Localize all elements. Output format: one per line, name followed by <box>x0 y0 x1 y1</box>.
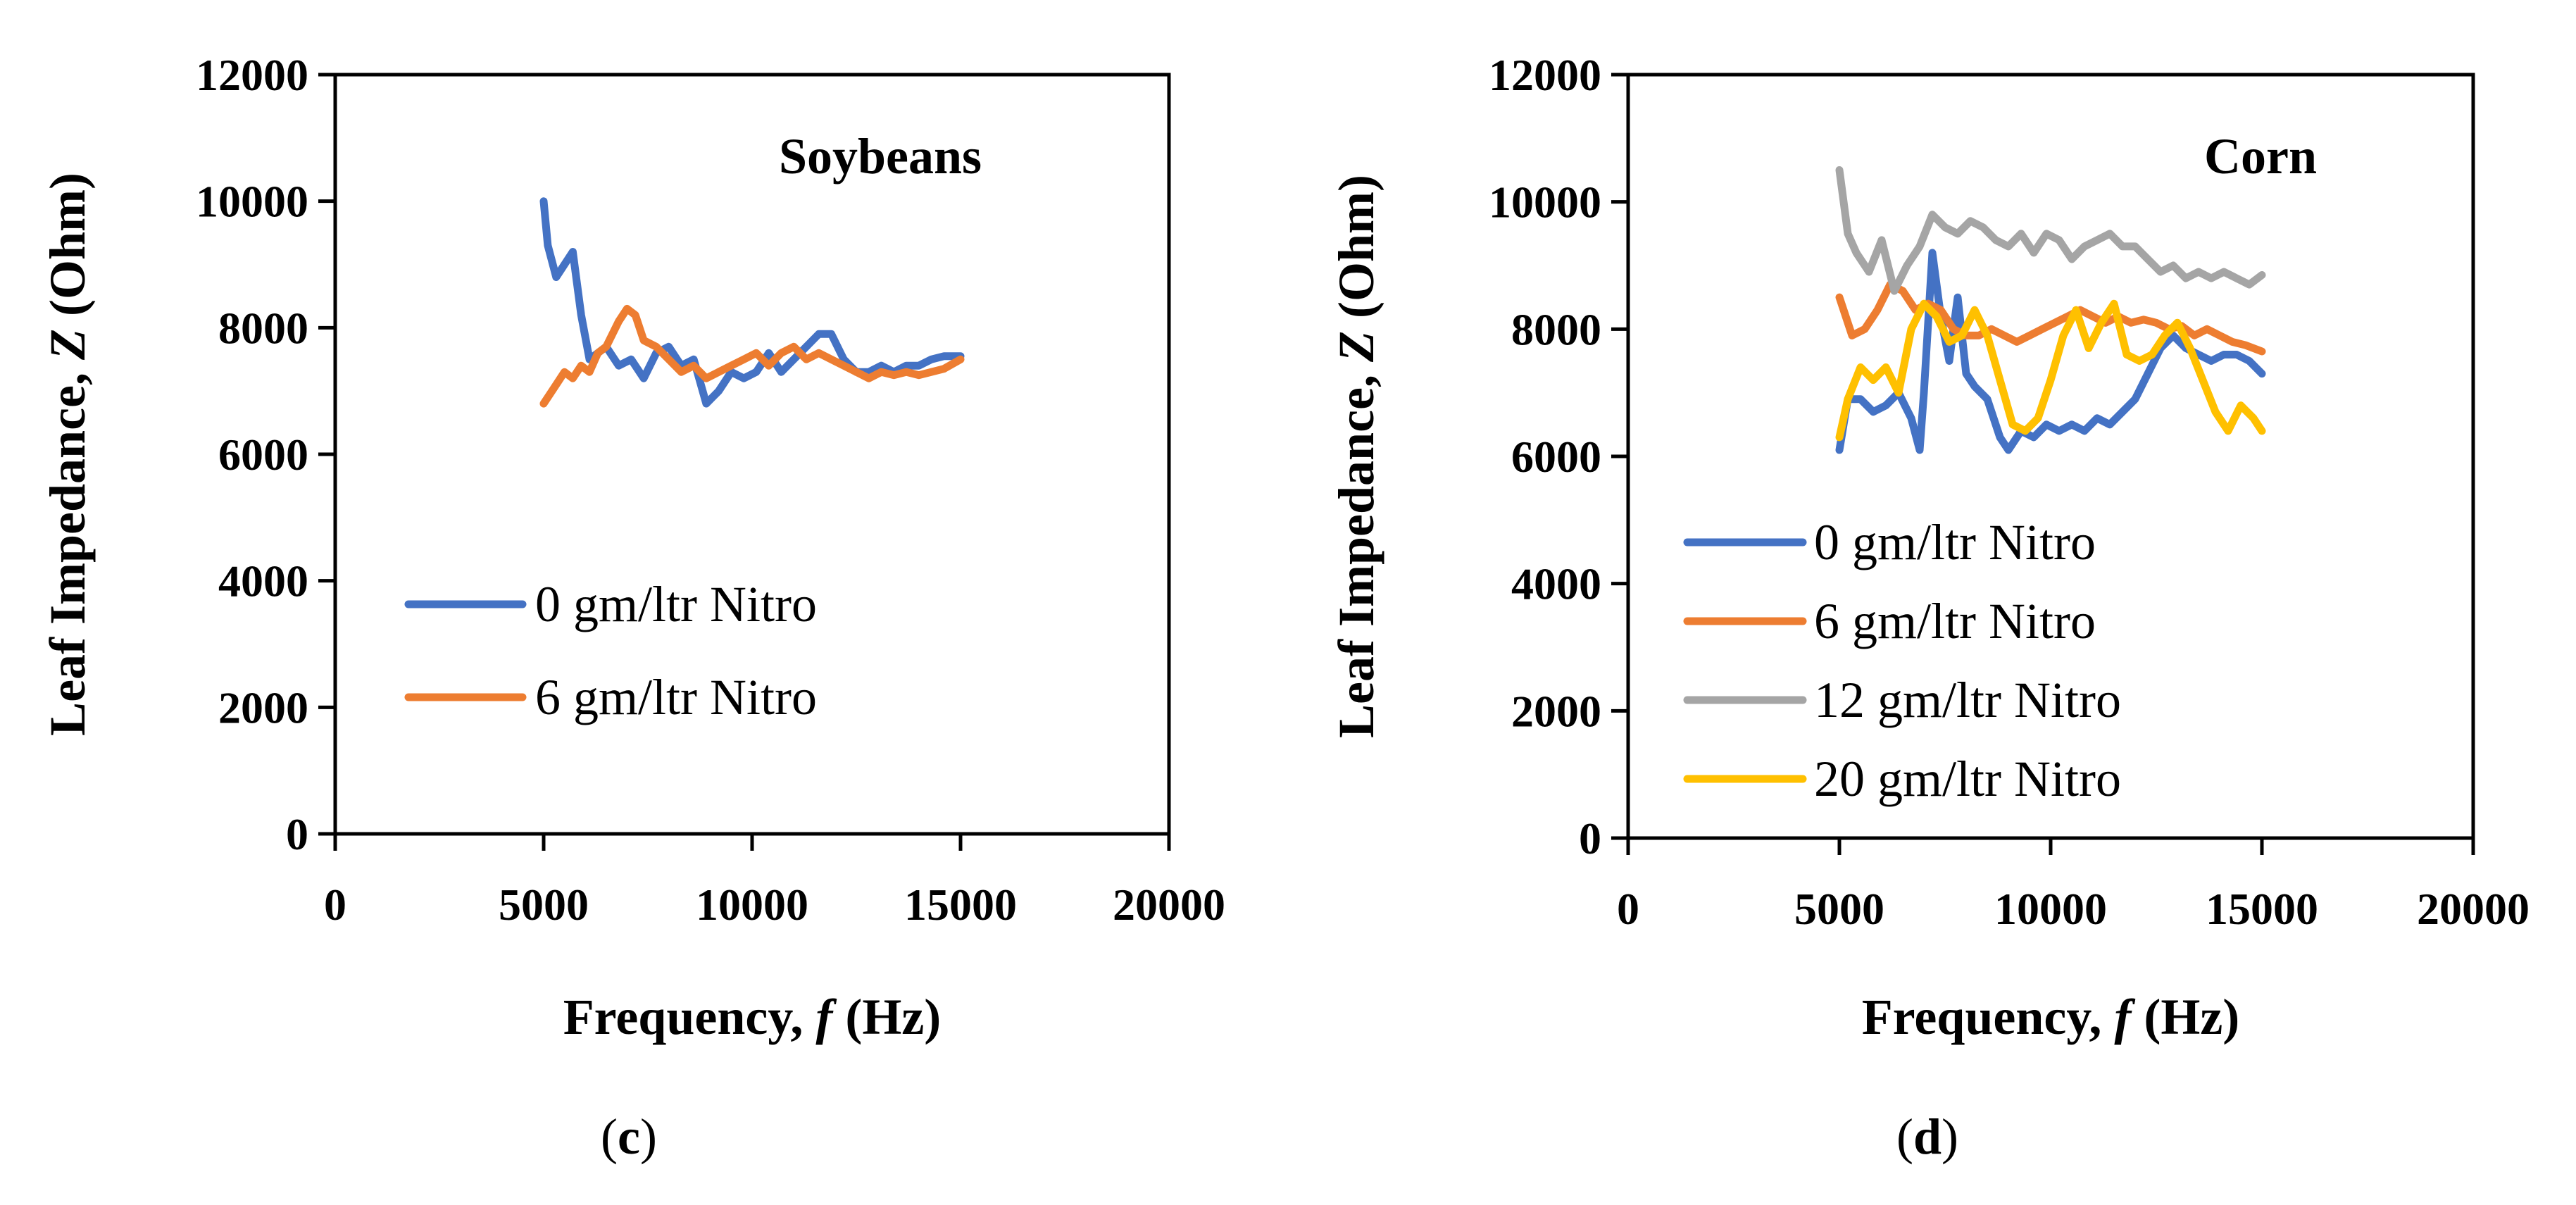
series-line-4 <box>1835 299 2266 442</box>
y-axis-title: Leaf Impedance, Z (Ohm) <box>1328 175 1384 738</box>
y-tick-label: 6000 <box>1511 432 1601 482</box>
panel-caption: (c) <box>601 1109 657 1165</box>
chart-title: Soybeans <box>779 128 982 185</box>
x-axis-title: Frequency, f (Hz) <box>563 989 942 1045</box>
legend-label: 20 gm/ltr Nitro <box>1814 751 2121 807</box>
y-tick-label: 8000 <box>1511 304 1601 354</box>
x-tick-label: 20000 <box>2417 884 2530 934</box>
y-tick-label: 6000 <box>218 430 308 480</box>
legend-label: 6 gm/ltr Nitro <box>1814 593 2096 649</box>
caption-close-paren: ) <box>640 1109 657 1165</box>
x-tick-label: 0 <box>1617 884 1639 934</box>
x-axis-title-unit: (Hz) <box>832 989 941 1045</box>
y-tick-label: 10000 <box>1489 177 1601 227</box>
legend-label: 12 gm/ltr Nitro <box>1814 672 2121 728</box>
y-tick-label: 8000 <box>218 303 308 353</box>
x-axis-title-unit: (Hz) <box>2131 989 2239 1045</box>
y-axis-title-unit: (Ohm) <box>39 173 96 329</box>
x-tick-label: 5000 <box>499 880 589 930</box>
y-tick-label: 0 <box>1579 813 1601 863</box>
x-tick-label: 15000 <box>904 880 1017 930</box>
x-tick-label: 10000 <box>1994 884 2107 934</box>
y-axis-title: Leaf Impedance, Z (Ohm) <box>39 173 96 736</box>
x-axis-title: Frequency, f (Hz) <box>1862 989 2240 1045</box>
legend-label: 0 gm/ltr Nitro <box>535 576 817 632</box>
y-tick-label: 10000 <box>196 177 308 227</box>
panel-caption: (d) <box>1896 1109 1958 1165</box>
legend-label: 0 gm/ltr Nitro <box>1814 514 2096 570</box>
caption-open-paren: ( <box>1896 1109 1913 1165</box>
x-tick-label: 0 <box>324 880 346 930</box>
x-tick-label: 10000 <box>696 880 808 930</box>
chart-title: Corn <box>2204 128 2317 185</box>
x-tick-label: 20000 <box>1113 880 1225 930</box>
caption-open-paren: ( <box>601 1109 618 1165</box>
series-line-2 <box>1835 280 2266 356</box>
y-tick-label: 12000 <box>1489 50 1601 100</box>
y-axis-title-variable: Z <box>39 329 96 361</box>
x-axis-title-text: Frequency, <box>563 989 816 1045</box>
chart-panel-c: 0 2000 4000 6000 8000 10000 12000 0 5000 10000 150… <box>39 50 1225 1165</box>
caption-letter: c <box>618 1109 640 1165</box>
x-axis-title-text: Frequency, <box>1862 989 2115 1045</box>
x-tick-label: 15000 <box>2206 884 2318 934</box>
legend-label: 6 gm/ltr Nitro <box>535 669 817 725</box>
y-tick-label: 2000 <box>1511 686 1601 736</box>
y-axis-title-variable: Z <box>1328 331 1384 363</box>
y-tick-label: 0 <box>286 809 308 859</box>
y-axis-title-text: Leaf Impedance, <box>1328 362 1384 738</box>
series-line-2 <box>539 304 965 408</box>
x-tick-label: 5000 <box>1794 884 1884 934</box>
series-line-1 <box>539 197 965 408</box>
chart-panel-d: 0 2000 4000 6000 8000 10000 12000 0 5000 10000 150… <box>1328 50 2530 1165</box>
y-tick-label: 12000 <box>196 50 308 100</box>
series-line-3 <box>1835 166 2266 295</box>
y-tick-label: 4000 <box>1511 559 1601 609</box>
y-axis-title-unit: (Ohm) <box>1328 175 1384 331</box>
y-axis-title-text: Leaf Impedance, <box>39 360 96 736</box>
caption-letter: d <box>1913 1109 1942 1165</box>
y-tick-label: 2000 <box>218 682 308 732</box>
y-tick-label: 4000 <box>218 556 308 606</box>
caption-close-paren: ) <box>1942 1109 1958 1165</box>
